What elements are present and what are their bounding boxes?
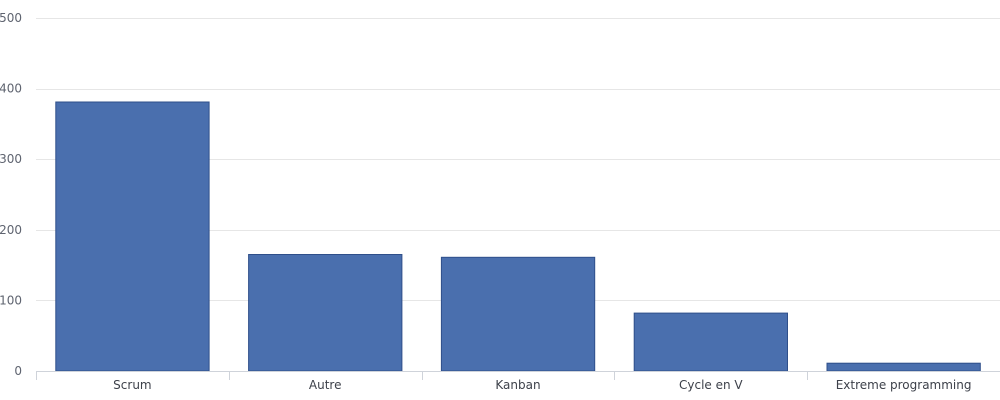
y-tick-label: 0	[14, 364, 22, 378]
x-category-label: Autre	[309, 378, 342, 392]
x-category-label: Scrum	[113, 378, 151, 392]
y-tick-label: 100	[0, 293, 22, 307]
bar-scrum[interactable]	[55, 101, 210, 372]
bar-kanban[interactable]	[440, 256, 596, 372]
bar-extreme-programming[interactable]	[826, 362, 981, 372]
bars	[55, 101, 981, 372]
y-axis-tick-labels: 0 100 200 300 400 500	[0, 11, 22, 378]
y-tick-label: 300	[0, 152, 22, 166]
x-category-label: Cycle en V	[679, 378, 743, 392]
x-category-label: Extreme programming	[836, 378, 972, 392]
x-axis: Scrum Autre Kanban Cycle en V Extreme progra…	[36, 371, 1000, 392]
y-tick-label: 500	[0, 11, 22, 25]
bar-cycle-en-v[interactable]	[633, 312, 789, 372]
y-tick-label: 400	[0, 82, 22, 96]
bar-autre[interactable]	[248, 254, 403, 372]
y-tick-label: 200	[0, 223, 22, 237]
x-category-label: Kanban	[495, 378, 540, 392]
